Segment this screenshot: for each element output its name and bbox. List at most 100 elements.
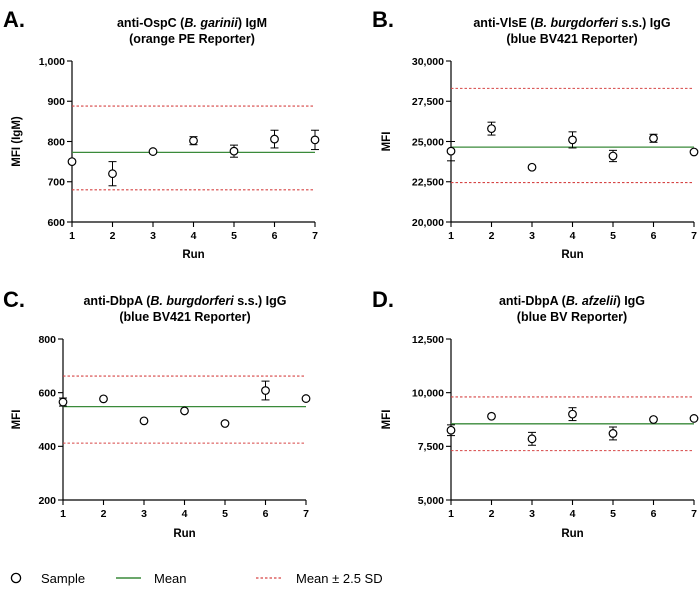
chart-panel-1: A. anti-OspC (B. garinii) IgM (orange PE R… bbox=[3, 7, 320, 261]
x-tick-label: 3 bbox=[529, 230, 535, 242]
panel-letter: B. bbox=[372, 7, 394, 32]
y-tick-label: 30,000 bbox=[412, 56, 444, 68]
data-point bbox=[220, 419, 230, 428]
panel-letter: C. bbox=[3, 287, 25, 312]
chart-panel-2: B. anti-VlsE (B. burgdorferi s.s.) IgG (bl… bbox=[372, 7, 699, 261]
x-tick-label: 7 bbox=[312, 230, 318, 242]
data-point bbox=[108, 169, 117, 179]
legend-sample-marker bbox=[10, 572, 22, 584]
x-tick-label: 3 bbox=[150, 230, 156, 242]
x-tick-label: 4 bbox=[191, 230, 197, 242]
x-tick-label: 2 bbox=[110, 230, 116, 242]
y-tick-label: 5,000 bbox=[418, 495, 444, 507]
data-point bbox=[148, 147, 158, 156]
data-point bbox=[608, 429, 618, 438]
data-point bbox=[310, 135, 320, 145]
x-tick-label: 5 bbox=[610, 508, 616, 520]
chart-title-line-1: anti-OspC (B. garinii) IgM bbox=[117, 16, 267, 30]
y-tick-label: 700 bbox=[47, 177, 65, 189]
data-point bbox=[229, 146, 239, 156]
y-axis-label: MFI bbox=[381, 132, 393, 152]
y-tick-label: 600 bbox=[47, 217, 65, 229]
chart-title-line-2: (blue BV421 Reporter) bbox=[506, 32, 637, 46]
data-point bbox=[301, 394, 311, 403]
chart-title-line-2: (blue BV Reporter) bbox=[517, 310, 627, 324]
y-tick-label: 27,500 bbox=[412, 96, 444, 108]
x-tick-label: 6 bbox=[651, 508, 657, 520]
data-point bbox=[58, 397, 68, 407]
y-axis-label: MFI (IgM) bbox=[11, 116, 23, 167]
x-tick-label: 7 bbox=[691, 230, 697, 242]
x-tick-label: 2 bbox=[489, 230, 495, 242]
panel-letter: D. bbox=[372, 287, 394, 312]
data-point bbox=[67, 157, 77, 167]
data-point bbox=[689, 147, 699, 157]
x-tick-label: 3 bbox=[141, 508, 147, 520]
data-point bbox=[189, 136, 198, 146]
chart-panel-3: C. anti-DbpA (B. burgdorferi s.s.) IgG (bl… bbox=[3, 287, 311, 540]
y-tick-label: 600 bbox=[38, 387, 56, 399]
chart-title-line-1: anti-VlsE (B. burgdorferi s.s.) IgG bbox=[473, 16, 670, 30]
y-tick-label: 900 bbox=[47, 96, 65, 108]
y-tick-label: 20,000 bbox=[412, 217, 444, 229]
x-axis-label: Run bbox=[561, 249, 583, 261]
y-tick-label: 25,000 bbox=[412, 136, 444, 148]
data-point bbox=[446, 146, 456, 156]
data-point bbox=[527, 162, 537, 172]
y-tick-label: 10,000 bbox=[412, 387, 444, 399]
x-tick-label: 7 bbox=[303, 508, 309, 520]
data-point bbox=[487, 411, 496, 421]
charts-container: A. anti-OspC (B. garinii) IgM (orange PE R… bbox=[3, 7, 699, 540]
legend-sample-label: Sample bbox=[41, 571, 85, 586]
data-point bbox=[446, 425, 456, 435]
x-tick-label: 5 bbox=[222, 508, 228, 520]
x-axis-label: Run bbox=[173, 528, 195, 540]
data-point bbox=[261, 386, 270, 395]
chart-title-line-1: anti-DbpA (B. burgdorferi s.s.) IgG bbox=[83, 294, 286, 308]
x-tick-label: 4 bbox=[182, 508, 188, 520]
x-tick-label: 6 bbox=[263, 508, 269, 520]
y-tick-label: 7,500 bbox=[418, 441, 444, 453]
data-point bbox=[139, 416, 149, 426]
y-tick-label: 200 bbox=[38, 495, 56, 507]
x-tick-label: 5 bbox=[610, 230, 616, 242]
x-tick-label: 6 bbox=[651, 230, 657, 242]
x-tick-label: 3 bbox=[529, 508, 535, 520]
y-tick-label: 800 bbox=[47, 136, 65, 148]
data-point bbox=[180, 406, 189, 416]
data-point bbox=[689, 414, 699, 423]
x-axis-label: Run bbox=[561, 528, 583, 540]
legend: Sample Mean Mean ± 2.5 SD bbox=[10, 571, 383, 586]
data-point bbox=[568, 409, 577, 419]
panel-letter: A. bbox=[3, 7, 25, 32]
x-tick-label: 7 bbox=[691, 508, 697, 520]
x-tick-label: 4 bbox=[570, 508, 576, 520]
x-tick-label: 6 bbox=[272, 230, 278, 242]
data-point bbox=[270, 134, 279, 144]
y-axis-label: MFI bbox=[381, 410, 393, 430]
data-point bbox=[568, 135, 577, 145]
x-tick-label: 4 bbox=[570, 230, 576, 242]
y-axis-label: MFI bbox=[11, 410, 23, 430]
chart-title-line-2: (orange PE Reporter) bbox=[129, 32, 255, 46]
y-tick-label: 800 bbox=[38, 334, 56, 346]
x-tick-label: 1 bbox=[69, 230, 75, 242]
chart-title-line-1: anti-DbpA (B. afzelii) IgG bbox=[499, 294, 645, 308]
data-point bbox=[649, 415, 658, 424]
x-tick-label: 2 bbox=[489, 508, 495, 520]
data-point bbox=[527, 434, 537, 444]
x-tick-label: 2 bbox=[101, 508, 107, 520]
x-tick-label: 1 bbox=[60, 508, 66, 520]
data-point bbox=[608, 151, 618, 161]
x-tick-label: 5 bbox=[231, 230, 237, 242]
y-tick-label: 12,500 bbox=[412, 334, 444, 346]
data-point bbox=[487, 124, 496, 134]
y-tick-label: 1,000 bbox=[39, 56, 65, 68]
y-tick-label: 22,500 bbox=[412, 177, 444, 189]
data-point bbox=[99, 394, 108, 404]
x-axis-label: Run bbox=[182, 249, 204, 261]
x-tick-label: 1 bbox=[448, 230, 454, 242]
x-tick-label: 1 bbox=[448, 508, 454, 520]
data-point bbox=[649, 133, 658, 143]
